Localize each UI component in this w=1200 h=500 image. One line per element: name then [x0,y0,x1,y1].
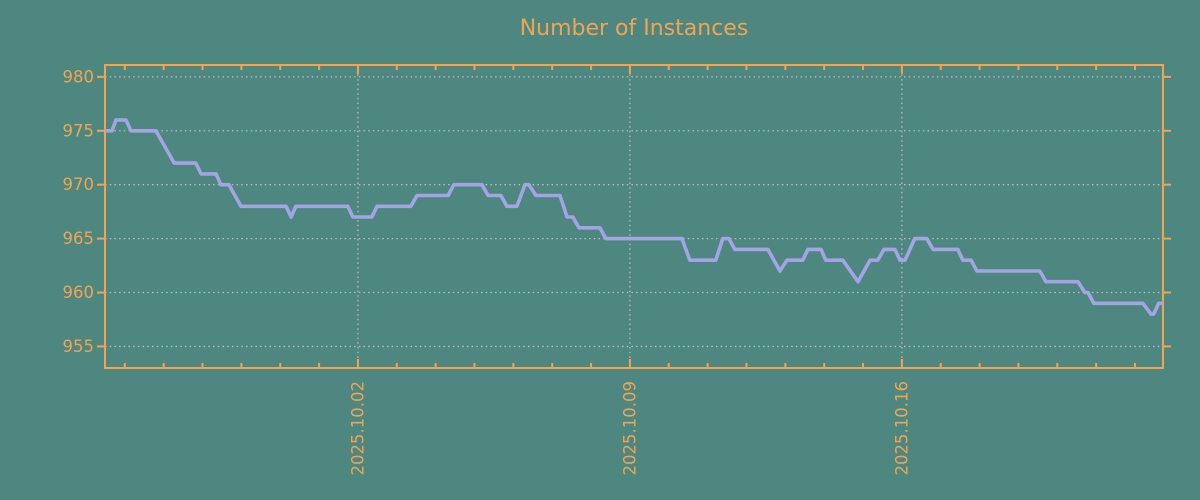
y-tick-label-955: 955 [63,337,95,356]
x-tick-label-2025.10.16: 2025.10.16 [892,381,911,475]
x-tick-label-2025.10.09: 2025.10.09 [620,381,639,475]
x-tick-label-2025.10.02: 2025.10.02 [348,381,367,475]
y-tick-label-965: 965 [63,229,95,248]
y-tick-label-960: 960 [63,283,95,302]
y-tick-label-975: 975 [63,121,95,140]
y-tick-label-970: 970 [63,175,95,194]
chart-title: Number of Instances [519,16,749,41]
axes-frame [104,64,1164,369]
data-line-instances [105,118,1163,316]
y-tick-label-980: 980 [63,67,95,86]
